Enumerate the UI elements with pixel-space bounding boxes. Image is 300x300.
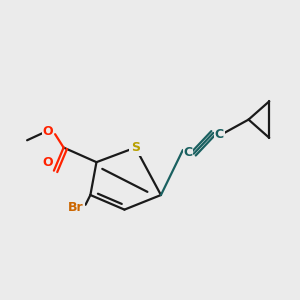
Text: O: O bbox=[43, 125, 53, 138]
Text: O: O bbox=[42, 157, 53, 169]
Text: C: C bbox=[215, 128, 224, 141]
Text: S: S bbox=[131, 141, 140, 154]
Text: Br: Br bbox=[68, 201, 84, 214]
Text: C: C bbox=[183, 146, 192, 159]
